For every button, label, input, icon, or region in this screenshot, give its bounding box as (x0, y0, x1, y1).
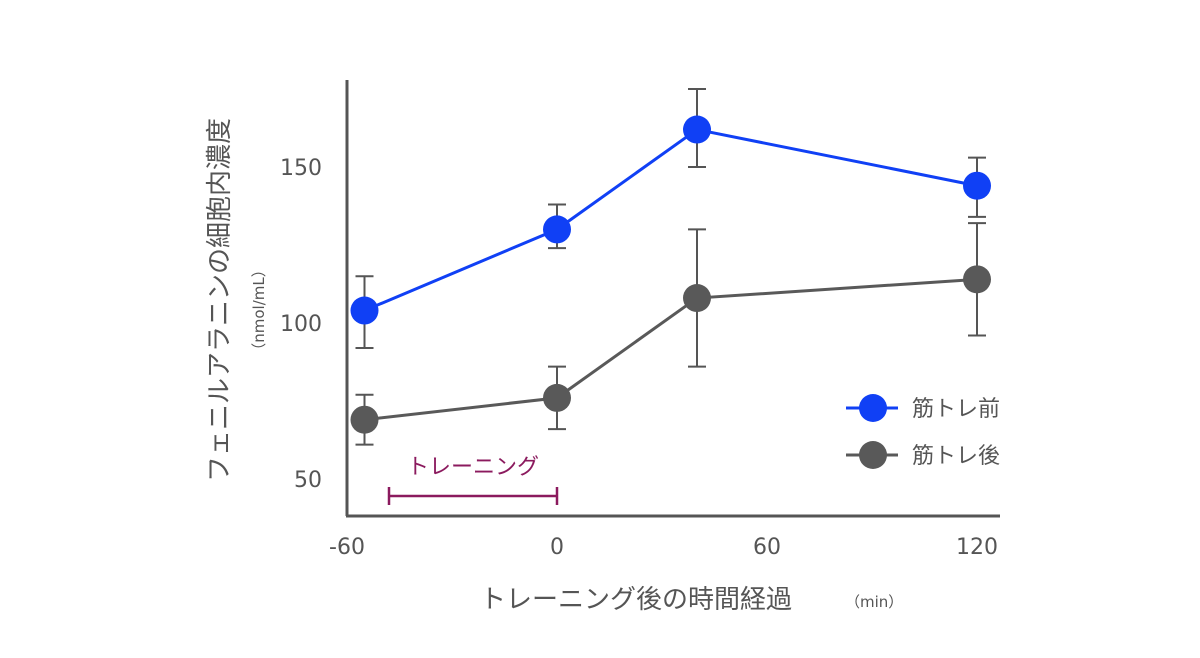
data-point (963, 171, 991, 200)
data-point (350, 296, 379, 325)
legend-label: 筋トレ後 (912, 444, 1000, 469)
y-tick-label: 150 (280, 156, 322, 181)
data-point (543, 383, 571, 412)
y-tick-label: 50 (294, 468, 322, 493)
training-annotation: トレーニング (387, 455, 559, 505)
data-point (963, 265, 991, 294)
x-tick-label: 0 (550, 535, 564, 560)
y-axis-unit: （nmol/mL） (250, 262, 268, 358)
data-point (350, 405, 379, 434)
series-line (363, 127, 978, 312)
legend-marker (859, 394, 887, 422)
x-tick-label: 60 (753, 535, 781, 560)
legend-label: 筋トレ前 (912, 397, 1000, 422)
series-2 (350, 222, 991, 446)
data-point (683, 115, 711, 144)
data-point (543, 215, 571, 244)
y-axis-title: フェニルアラニンの細胞内濃度 (205, 118, 235, 482)
annotation-label: トレーニング (407, 455, 539, 480)
x-axis-title: トレーニング後の時間経過 (480, 585, 792, 615)
x-tick-label: 120 (956, 535, 998, 560)
series-line (364, 277, 978, 422)
x-axis-unit: （min） (845, 593, 903, 611)
series-1 (350, 88, 991, 349)
y-tick-label: 100 (280, 312, 322, 337)
data-point (683, 284, 711, 313)
labels: フェニルアラニンの細胞内濃度 （nmol/mL） トレーニング後の時間経過 （m… (205, 118, 903, 615)
legend-marker (859, 441, 887, 469)
x-tick-label: -60 (329, 535, 365, 560)
